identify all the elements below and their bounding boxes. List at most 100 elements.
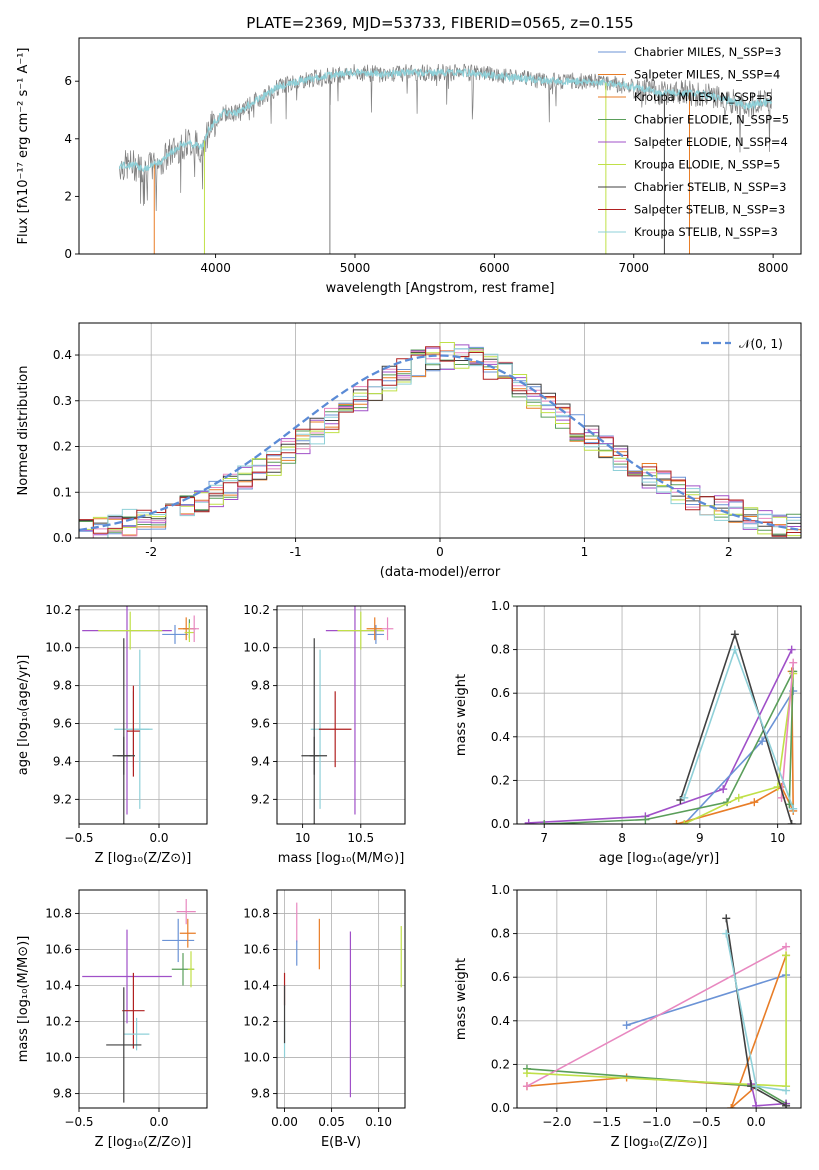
y-tick-label: 10.0	[243, 641, 270, 655]
weight-line	[780, 662, 794, 798]
weight-line	[626, 974, 787, 1026]
x-tick-label: 10	[295, 831, 310, 845]
y-tick-label: 10.2	[243, 603, 270, 617]
y-tick-label: 10.4	[45, 978, 72, 992]
y-tick-label: 9.6	[53, 717, 72, 731]
x-tick-label: 0.00	[271, 1115, 298, 1129]
legend-label: Chabrier ELODIE, N_SSP=5	[634, 113, 789, 127]
age-vs-mass-marks	[301, 606, 394, 824]
x-tick-label: −1.0	[642, 1115, 671, 1129]
y-tick-label: 9.8	[53, 679, 72, 693]
spectrum-model-line	[118, 67, 773, 173]
y-tick-label: 9.8	[53, 1087, 72, 1101]
spectrum-marks	[118, 63, 773, 254]
legend-label: Kroupa MILES, N_SSP=5	[634, 90, 773, 104]
y-axis-label: Normed distribution	[16, 366, 31, 496]
y-tick-label: 9.8	[251, 1087, 270, 1101]
y-tick-label: 0	[64, 247, 72, 261]
x-tick-label: −0.5	[692, 1115, 721, 1129]
normal-curve	[79, 354, 801, 532]
y-axis-label: mass weight	[454, 958, 469, 1040]
y-tick-label: 0.2	[491, 773, 510, 787]
mass-vs-ebv-panel: 0.00 0.05 0.10 9.8 10.0 10.2 10.4 10.6 10.8 E(B-V…	[243, 889, 406, 1150]
x-axis-label: E(B-V)	[321, 1135, 361, 1150]
plot-frame	[78, 889, 208, 1109]
plot-frame	[516, 889, 802, 1109]
y-tick-label: 0.0	[53, 531, 72, 545]
mass-vs-Z-marks	[82, 899, 196, 1103]
legend-label: Kroupa ELODIE, N_SSP=5	[634, 158, 780, 172]
y-tick-label: 9.2	[53, 792, 72, 806]
y-tick-label: 4	[64, 132, 72, 146]
legend-label: Salpeter MILES, N_SSP=4	[634, 68, 780, 82]
x-tick-label: 0.0	[149, 1115, 168, 1129]
x-tick-label: 10	[770, 831, 785, 845]
x-tick-label: 0.05	[318, 1115, 345, 1129]
age-vs-mass-panel: 10 10.5 9.2 9.4 9.6 9.8 10.0 10.2 mass [log₁₀(M/…	[243, 603, 406, 866]
x-tick-label: −0.5	[64, 831, 93, 845]
x-tick-label: 0.0	[747, 1115, 766, 1129]
weight-line	[683, 673, 794, 824]
y-tick-label: 10.6	[45, 942, 72, 956]
plot-frame	[516, 605, 802, 825]
weight-line	[679, 631, 793, 824]
x-tick-label: 7000	[618, 261, 649, 275]
figure-title: PLATE=2369, MJD=53733, FIBERID=0565, z=0…	[246, 14, 633, 32]
x-axis-label: Z [log₁₀(Z/Z⊙)]	[95, 1135, 192, 1150]
y-tick-label: 1.0	[491, 883, 510, 897]
plot-frame	[276, 605, 406, 825]
y-tick-label: 9.4	[251, 754, 270, 768]
y-tick-label: 10.0	[243, 1051, 270, 1065]
x-tick-label: 1	[581, 545, 589, 559]
mass-vs-Z-panel: −0.5 0.0 9.8 10.0 10.2 10.4 10.6 10.8 Z [log₁₀(Z…	[16, 889, 208, 1150]
x-axis-label: mass [log₁₀(M/M⊙)]	[278, 851, 405, 866]
massweight-vs-Z-marks	[522, 914, 791, 1108]
age-vs-Z-marks	[82, 606, 199, 824]
legend-label: Salpeter ELODIE, N_SSP=4	[634, 135, 788, 149]
y-tick-label: 0.2	[491, 1057, 510, 1071]
legend-label: Salpeter STELIB, N_SSP=3	[634, 203, 785, 217]
residuals-panel: 𝒩(0, 1) -2 -1 0 1 2 0.0 0.1 0.2 0.3 0.4 (data-model…	[16, 322, 802, 580]
y-axis-label: mass weight	[454, 674, 469, 756]
massweight-vs-age-panel: 7 8 9 10 0.0 0.2 0.4 0.6 0.8 1.0 age [log₁₀(age/yr…	[454, 599, 802, 866]
plot-frame	[78, 605, 208, 825]
x-axis-label: wavelength [Angstrom, rest frame]	[326, 281, 555, 296]
y-tick-label: 0.3	[53, 394, 72, 408]
y-tick-label: 9.6	[251, 717, 270, 731]
y-tick-label: 6	[64, 74, 72, 88]
x-tick-label: 0	[436, 545, 444, 559]
weight-line	[683, 647, 794, 809]
y-tick-label: 0.4	[53, 348, 72, 362]
y-tick-label: 9.4	[53, 754, 72, 768]
weight-line	[526, 945, 787, 1087]
y-axis-label: mass [log₁₀(M/M⊙)]	[16, 936, 31, 1063]
y-tick-label: 0.8	[491, 927, 510, 941]
mass-vs-ebv-marks	[283, 902, 402, 1098]
legend-label: Chabrier MILES, N_SSP=3	[634, 45, 781, 59]
y-tick-label: 10.0	[45, 1051, 72, 1065]
x-tick-label: -2	[145, 545, 157, 559]
x-tick-label: 8000	[758, 261, 789, 275]
x-tick-label: −2.0	[542, 1115, 571, 1129]
x-tick-label: 0.0	[149, 831, 168, 845]
legend-label: 𝒩(0, 1)	[739, 337, 783, 351]
weight-line	[676, 671, 794, 824]
x-axis-label: Z [log₁₀(Z/Z⊙)]	[95, 851, 192, 866]
y-tick-label: 9.2	[251, 792, 270, 806]
massweight-vs-age-marks	[524, 630, 798, 824]
x-tick-label: 10.5	[347, 831, 374, 845]
y-tick-label: 0.4	[491, 1014, 510, 1028]
x-tick-label: −0.5	[64, 1115, 93, 1129]
y-tick-label: 0.2	[53, 440, 72, 454]
y-axis-label: age [log₁₀(age/yr)]	[16, 655, 31, 776]
x-tick-label: -1	[290, 545, 302, 559]
y-tick-label: 2	[64, 189, 72, 203]
y-tick-label: 10.8	[243, 906, 270, 920]
legend-label: Chabrier STELIB, N_SSP=3	[634, 180, 786, 194]
histogram-series	[79, 346, 801, 538]
y-tick-label: 1.0	[491, 599, 510, 613]
y-tick-label: 0.0	[491, 1101, 510, 1115]
y-tick-label: 0.8	[491, 643, 510, 657]
age-vs-Z-panel: −0.5 0.0 9.2 9.4 9.6 9.8 10.0 10.2 Z [log₁₀(Z/Z⊙…	[16, 603, 208, 866]
